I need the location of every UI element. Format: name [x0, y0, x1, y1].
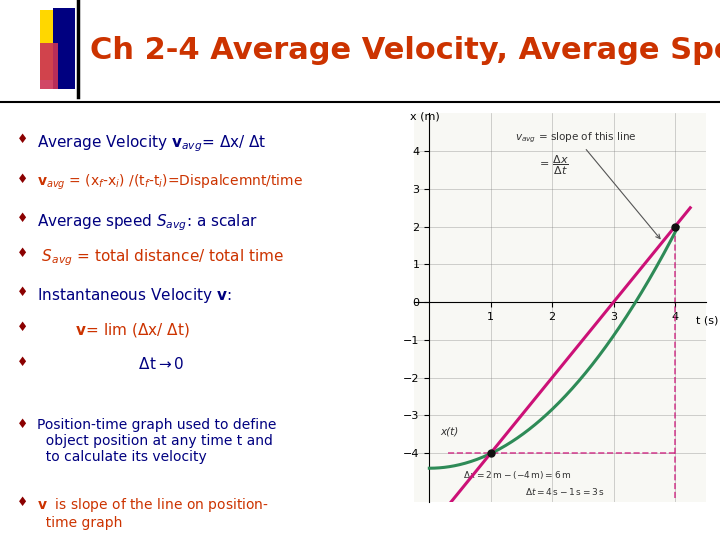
Text: $\Delta$t$\rightarrow$0: $\Delta$t$\rightarrow$0 [37, 356, 184, 372]
Text: Instantaneous Velocity $\mathbf{v}$:: Instantaneous Velocity $\mathbf{v}$: [37, 286, 231, 305]
Text: Average speed $S_{avg}$: a scalar: Average speed $S_{avg}$: a scalar [37, 212, 258, 233]
Text: $\Delta x = 2\,\mathrm{m} - (-4\,\mathrm{m}) = 6\,\mathrm{m}$: $\Delta x = 2\,\mathrm{m} - (-4\,\mathrm… [463, 469, 572, 481]
Text: ♦: ♦ [17, 496, 27, 509]
Text: $\mathbf{v}$= lim ($\Delta$x/ $\Delta$t): $\mathbf{v}$= lim ($\Delta$x/ $\Delta$t) [37, 321, 190, 339]
Text: Position-time graph used to define
  object position at any time t and
  to calc: Position-time graph used to define objec… [37, 417, 276, 464]
Text: $\Delta t = 4\,\mathrm{s} - 1\,\mathrm{s} = 3\,\mathrm{s}$: $\Delta t = 4\,\mathrm{s} - 1\,\mathrm{s… [524, 485, 605, 497]
Text: $\mathbf{v}_{avg}$ = (x$_f$-x$_i$) /(t$_f$-t$_i$)=Dispalcemnt/time: $\mathbf{v}_{avg}$ = (x$_f$-x$_i$) /(t$_… [37, 173, 303, 192]
Bar [53, 8, 75, 90]
Text: $=\,\dfrac{\Delta x}{\Delta t}$: $=\,\dfrac{\Delta x}{\Delta t}$ [537, 153, 569, 177]
Text: ♦: ♦ [17, 286, 27, 299]
Text: ♦: ♦ [17, 321, 27, 334]
Bar [40, 10, 73, 80]
Text: ♦: ♦ [17, 133, 27, 146]
Text: Ch 2-4 Average Velocity, Average Speed: Ch 2-4 Average Velocity, Average Speed [90, 36, 720, 65]
Text: ♦: ♦ [17, 247, 27, 260]
Text: t (s): t (s) [696, 315, 719, 325]
Text: $S_{avg}$ = total distance/ total time: $S_{avg}$ = total distance/ total time [37, 247, 284, 267]
Text: $\mathbf{v}$  is slope of the line on position-
  time graph: $\mathbf{v}$ is slope of the line on pos… [37, 496, 269, 530]
Text: ♦: ♦ [17, 417, 27, 430]
Text: x(t): x(t) [441, 426, 459, 436]
Text: Average Velocity $\mathbf{v}_{avg}$= $\Delta$x/ $\Delta$t: Average Velocity $\mathbf{v}_{avg}$= $\D… [37, 133, 266, 154]
Text: ♦: ♦ [17, 212, 27, 225]
Text: ♦: ♦ [17, 173, 27, 186]
Text: x (m): x (m) [410, 111, 439, 121]
Text: ♦: ♦ [17, 356, 27, 369]
Text: $v_{avg}$ = slope of this line: $v_{avg}$ = slope of this line [516, 130, 660, 239]
Bar [40, 43, 58, 90]
